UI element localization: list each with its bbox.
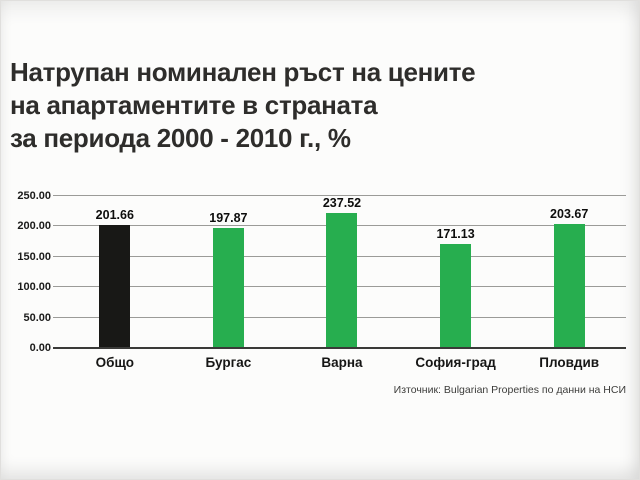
x-axis-category-label: Пловдив [539, 355, 600, 370]
y-axis-tick-label: 200.00 [17, 220, 51, 233]
bar-columns: 201.66 197.87 237.52 171.13 203.67 [58, 196, 626, 348]
chart-title-line-2: на апартаментите в страната [10, 90, 378, 121]
y-axis-tick-label: 100.00 [17, 281, 51, 294]
bar-column: 201.66 [58, 196, 172, 348]
y-axis-tick-label: 50.00 [23, 311, 51, 324]
bar-column: 203.67 [512, 196, 626, 348]
gridline [53, 195, 626, 196]
bar [212, 227, 244, 348]
bar-value-label: 171.13 [436, 226, 475, 241]
x-axis-category-labels: Общо Бургас Варна София-град Пловдив [58, 355, 626, 370]
bar [553, 224, 585, 348]
x-axis-category-label: Варна [321, 355, 363, 370]
y-axis-tick-label: 250.00 [17, 190, 51, 202]
bar [326, 213, 358, 348]
bar-column: 197.87 [172, 196, 286, 348]
bar-value-label: 237.52 [322, 196, 362, 210]
x-axis-category-label: Бургас [205, 355, 252, 370]
bar-value-label: 197.87 [209, 210, 248, 225]
plot-area: 201.66 197.87 237.52 171.13 203.67 0.00 50.00… [17, 190, 626, 354]
chart-title-line-3: за периода 2000 - 2010 г., % [10, 123, 351, 154]
x-axis-line [53, 347, 626, 349]
y-axis-tick-label: 150.00 [17, 250, 51, 263]
chart-title-line-1: Натрупан номинален ръст на цените [10, 57, 476, 87]
bar-column: 171.13 [399, 196, 513, 348]
bar-value-label: 201.66 [95, 208, 134, 223]
bar-value-label: 203.67 [550, 207, 589, 222]
x-axis-category-label: София-град [415, 355, 496, 370]
x-axis-category-label: Общо [95, 355, 134, 370]
chart-title: Натрупан номинален ръст на цените на апа… [10, 56, 476, 155]
bar [99, 225, 131, 348]
y-axis-tick-label: 0.00 [29, 342, 51, 354]
bar-column: 237.52 [285, 196, 399, 348]
source-note: Източник: Bulgarian Properties по данни … [393, 384, 626, 396]
bar [440, 243, 472, 348]
